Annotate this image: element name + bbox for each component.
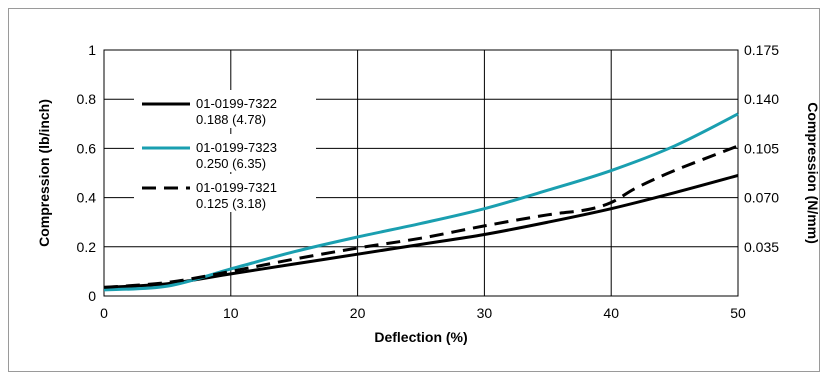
y2-tick-label: 0.035	[744, 239, 779, 255]
y2-axis-label: Compression (N/mm)	[805, 102, 821, 244]
y2-tick-label: 0.140	[744, 91, 779, 107]
series-layer	[103, 112, 739, 292]
x-tick-label: 30	[477, 305, 493, 321]
x-tick-label: 10	[223, 305, 239, 321]
y2-tick-label: 0.175	[744, 42, 779, 58]
legend-series-size: 0.125 (3.18)	[196, 196, 266, 211]
y2-tick-label: 0.105	[744, 140, 779, 156]
x-axis-label: Deflection (%)	[374, 329, 467, 345]
legend-entry-bg	[134, 90, 316, 128]
y-tick-label: 0	[88, 288, 96, 304]
y2-tick-label: 0.070	[744, 190, 779, 206]
legend-series-size: 0.188 (4.78)	[196, 112, 266, 127]
plot-border	[103, 49, 739, 297]
y-tick-label: 0.2	[77, 239, 97, 255]
legend-series-size: 0.250 (6.35)	[196, 156, 266, 171]
legend-series-name: 01-0199-7321	[196, 180, 277, 195]
ticks-layer: 0 10 20 30 40 50 0 0.2 0.4 0.6 0.8 1 0.035 0.070 0.105…	[77, 42, 780, 321]
series-line-01-0199-7321	[103, 144, 739, 289]
legend-series-name: 01-0199-7323	[196, 140, 277, 155]
legend-entry-bg	[134, 134, 316, 172]
y-tick-label: 1	[88, 42, 96, 58]
legend-series-name: 01-0199-7322	[196, 96, 277, 111]
series-line-01-0199-7322	[103, 174, 739, 289]
legend-entry-bg	[134, 174, 316, 212]
x-tick-label: 40	[603, 305, 619, 321]
x-tick-label: 0	[100, 305, 108, 321]
y-axis-label: Compression (lb/inch)	[36, 99, 52, 247]
y-tick-label: 0.4	[77, 190, 97, 206]
x-tick-label: 20	[350, 305, 366, 321]
y-tick-label: 0.6	[77, 140, 97, 156]
y-tick-label: 0.8	[77, 91, 97, 107]
chart-frame	[8, 8, 820, 372]
x-tick-label: 50	[730, 305, 746, 321]
grid-layer	[104, 50, 738, 296]
